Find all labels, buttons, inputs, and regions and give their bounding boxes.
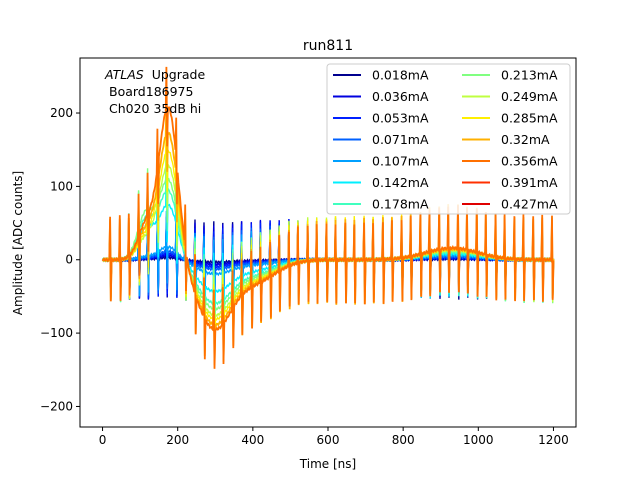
y-tick-label: 100 xyxy=(50,179,73,193)
chart-title: run811 xyxy=(303,38,353,54)
legend-label: 0.391mA xyxy=(501,175,558,190)
legend-label: 0.285mA xyxy=(501,111,558,126)
x-tick-label: 200 xyxy=(166,433,189,447)
legend-label: 0.142mA xyxy=(372,175,429,190)
x-tick-label: 0 xyxy=(99,433,107,447)
legend-label: 0.427mA xyxy=(501,197,558,212)
legend-label: 0.053mA xyxy=(372,111,429,126)
legend-label: 0.356mA xyxy=(501,154,558,169)
legend-label: 0.249mA xyxy=(501,89,558,104)
legend-label: 0.178mA xyxy=(372,197,429,212)
annotation-atlas: ATLAS xyxy=(104,67,144,82)
legend-label: 0.018mA xyxy=(372,68,429,83)
annotation-channel: Ch020 35dB hi xyxy=(109,101,201,116)
x-axis-label: Time [ns] xyxy=(299,457,356,471)
y-tick-label: −100 xyxy=(40,326,73,340)
atlas-annotation: ATLAS Upgrade Board186975 Ch020 35dB hi xyxy=(104,67,205,116)
legend-label: 0.071mA xyxy=(372,132,429,147)
legend-label: 0.32mA xyxy=(501,132,550,147)
series-line-0.356mA xyxy=(101,66,555,369)
legend-label: 0.213mA xyxy=(501,68,558,83)
annotation-upgrade: Upgrade xyxy=(152,67,206,82)
x-tick-label: 1200 xyxy=(538,433,569,447)
annotation-board: Board186975 xyxy=(109,84,193,99)
series-layer xyxy=(101,66,555,369)
y-axis-label: Amplitude [ADC counts] xyxy=(11,171,25,315)
legend-label: 0.036mA xyxy=(372,89,429,104)
y-tick-label: 200 xyxy=(50,106,73,120)
x-tick-label: 1000 xyxy=(463,433,494,447)
x-tick-label: 400 xyxy=(241,433,264,447)
y-tick-label: −200 xyxy=(40,399,73,413)
y-tick-label: 0 xyxy=(65,253,73,267)
x-tick-label: 800 xyxy=(392,433,415,447)
svg-text:ATLAS Upgrade: ATLAS Upgrade xyxy=(104,67,205,82)
x-tick-label: 600 xyxy=(317,433,340,447)
legend: 0.018mA 0.036mA 0.053mA 0.071mA 0.107mA 0.142… xyxy=(326,63,571,215)
legend-frame xyxy=(326,63,571,215)
axis-ticks: 0 200 400 600 800 1000 1200 −200 −100 0 100 200 xyxy=(40,106,569,447)
legend-label: 0.107mA xyxy=(372,154,429,169)
